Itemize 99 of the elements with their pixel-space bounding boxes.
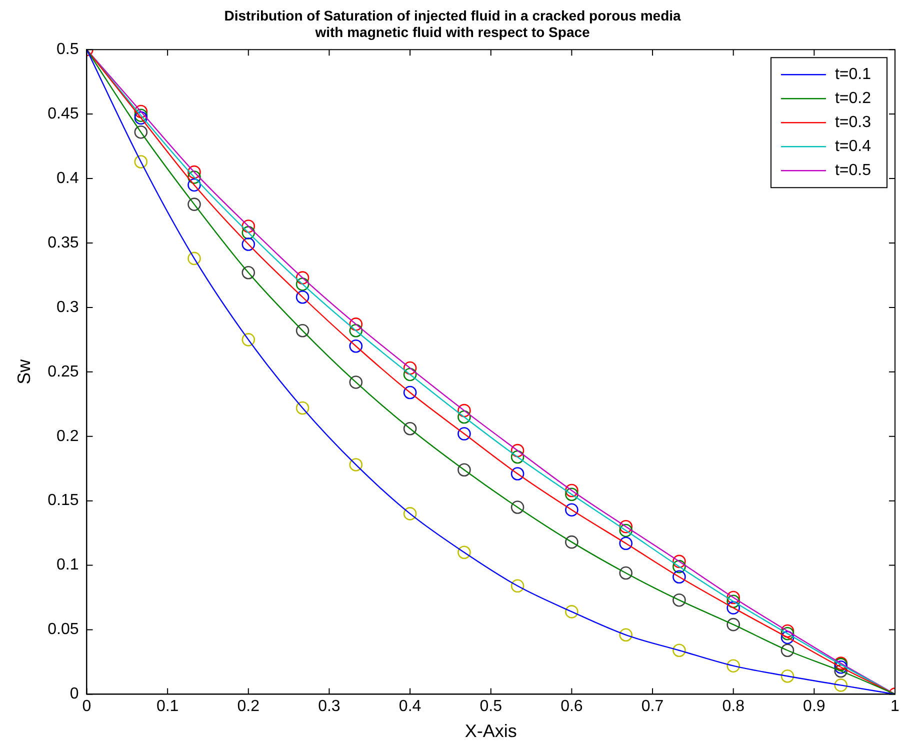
chart-title: Distribution of Saturation of injected fluid in a cracked porous media with magnetic fluid with respect to Space — [224, 7, 682, 40]
point — [188, 252, 201, 266]
point — [619, 536, 632, 550]
y-tick-label: 0.45 — [48, 105, 79, 122]
point — [726, 618, 740, 632]
point — [834, 664, 848, 678]
point — [726, 659, 740, 672]
line-series — [86, 50, 895, 694]
point — [780, 644, 794, 658]
point — [242, 266, 256, 280]
point — [242, 238, 256, 251]
y-tick-label: 0.2 — [56, 428, 79, 445]
point — [403, 386, 417, 400]
y-tick-label: 0.1 — [56, 556, 79, 574]
point — [188, 178, 201, 192]
point — [780, 670, 794, 683]
point — [403, 507, 417, 520]
x-tick-label: 0.8 — [722, 698, 745, 716]
point — [619, 628, 632, 642]
x-tick-label: 0.2 — [237, 698, 260, 716]
legend-label: t=0.5 — [834, 162, 872, 180]
point — [510, 444, 524, 458]
point — [834, 678, 848, 692]
point — [242, 220, 256, 233]
y-tick-label: 0.4 — [56, 170, 79, 187]
point — [134, 155, 148, 168]
y-tick-label: 0.05 — [48, 621, 79, 638]
point — [188, 165, 201, 179]
point — [672, 570, 686, 584]
y-tick-label: 0.35 — [48, 234, 79, 252]
legend-label: t=0.4 — [834, 138, 872, 156]
point — [458, 546, 471, 560]
y-tick-label: 0 — [70, 686, 79, 703]
point — [510, 579, 524, 593]
x-tick-label: 0.3 — [318, 698, 340, 716]
point — [403, 422, 417, 436]
y-axis-title: Sw — [14, 358, 34, 384]
point — [565, 605, 578, 618]
point — [403, 368, 417, 382]
point — [565, 488, 578, 502]
point — [510, 500, 524, 514]
point — [458, 463, 471, 477]
point — [726, 590, 740, 604]
x-tick-label: 0 — [82, 698, 92, 716]
x-tick-label: 1 — [890, 698, 900, 716]
x-tick-label: 0.5 — [480, 698, 502, 716]
point — [565, 503, 578, 516]
y-tick-label: 0.15 — [48, 492, 79, 510]
x-tick-label: 0.4 — [398, 698, 422, 716]
point — [403, 361, 417, 375]
legend-label: t=0.1 — [834, 66, 872, 84]
point — [619, 524, 632, 538]
point — [349, 376, 363, 389]
point — [834, 660, 848, 674]
x-tick-label: 0.9 — [803, 698, 826, 716]
point — [296, 278, 310, 291]
point — [672, 644, 686, 658]
point — [619, 566, 632, 580]
point — [242, 226, 256, 240]
point — [510, 450, 524, 464]
point — [619, 520, 632, 534]
legend-label: t=0.3 — [834, 114, 872, 132]
point — [458, 410, 471, 424]
y-tick-label: 0.5 — [56, 41, 79, 58]
point — [565, 484, 578, 498]
point — [349, 324, 363, 338]
point — [296, 324, 310, 338]
point — [296, 290, 310, 304]
point — [134, 104, 148, 118]
point — [672, 560, 686, 574]
point — [134, 125, 148, 139]
point — [780, 624, 794, 638]
x-tick-label: 0.1 — [156, 698, 179, 716]
point — [349, 339, 363, 353]
y-tick-label: 0.3 — [56, 298, 79, 316]
point — [349, 458, 363, 472]
point — [242, 333, 256, 346]
point — [188, 198, 201, 211]
point — [188, 170, 201, 184]
point — [458, 404, 471, 418]
point — [134, 108, 148, 122]
point — [458, 427, 471, 440]
x-tick-label: 0.6 — [560, 698, 583, 716]
point — [565, 535, 578, 549]
legend-label: t=0.2 — [834, 90, 872, 108]
point — [134, 111, 148, 125]
point — [672, 593, 686, 607]
x-axis-title: X-Axis — [464, 721, 517, 742]
point — [672, 554, 686, 568]
point — [296, 401, 310, 415]
y-tick-label: 0.25 — [48, 363, 79, 380]
point — [726, 594, 740, 608]
x-tick-label: 0.7 — [641, 698, 664, 716]
point — [726, 601, 740, 614]
point — [780, 630, 794, 644]
point — [349, 318, 363, 331]
point — [780, 626, 794, 640]
point — [510, 467, 524, 480]
point — [296, 271, 310, 284]
